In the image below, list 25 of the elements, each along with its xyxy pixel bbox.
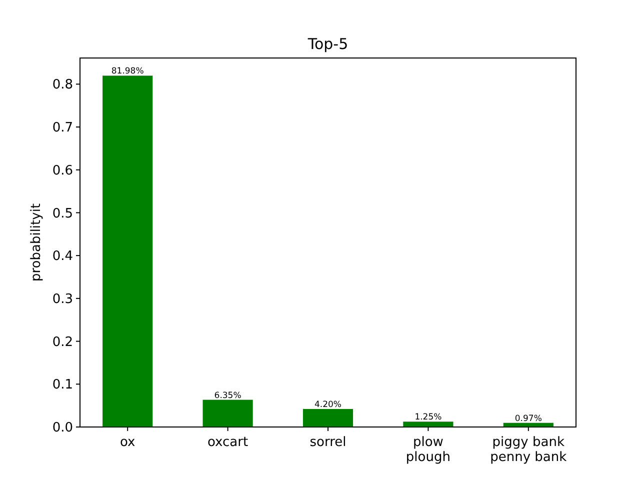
y-tick-label: 0.1 (52, 378, 73, 393)
y-tick-label: 0.0 (52, 420, 73, 436)
bar (202, 400, 253, 427)
x-tick-label: piggy bank penny bank (490, 435, 568, 465)
x-tick-label: ox (120, 435, 136, 450)
bar (403, 422, 454, 427)
x-tick-label: sorrel (310, 435, 346, 450)
y-tick-label: 0.6 (52, 163, 73, 178)
y-tick-label: 0.4 (52, 249, 73, 264)
data-label: 81.98% (111, 66, 144, 77)
y-tick-label: 0.7 (52, 120, 73, 136)
y-tick-label: 0.5 (52, 206, 73, 222)
y-axis-title: probabilityit (29, 203, 44, 282)
y-tick-label: 0.8 (52, 78, 73, 93)
data-label: 0.97% (514, 414, 542, 424)
x-tick-label: plow plough (406, 435, 450, 465)
y-tick-label: 0.2 (52, 334, 73, 350)
y-tick-label: 0.3 (52, 292, 73, 307)
bar (302, 409, 354, 427)
data-label: 6.35% (214, 390, 242, 401)
data-label: 4.20% (314, 400, 342, 410)
data-label: 1.25% (414, 412, 442, 423)
chart-title: Top-5 (306, 35, 348, 53)
bar (102, 76, 153, 427)
x-tick-label: oxcart (208, 435, 248, 450)
